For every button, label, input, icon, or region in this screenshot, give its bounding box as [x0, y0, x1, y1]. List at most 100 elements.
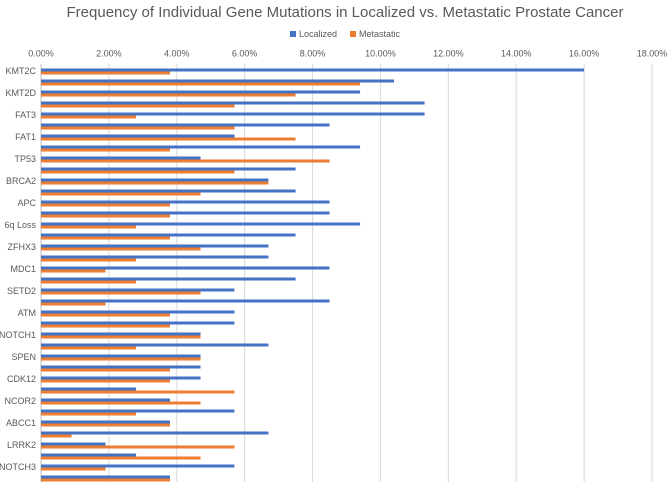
bar [41, 365, 201, 369]
bar [41, 159, 330, 163]
bar [41, 453, 137, 457]
bar [41, 288, 235, 292]
bar [41, 299, 330, 303]
x-tick-label: 18.00% [637, 48, 668, 58]
legend-swatch [290, 31, 296, 37]
y-tick-label: APC [17, 198, 36, 208]
x-tick-label: 10.00% [365, 48, 396, 58]
y-tick-label: ZFHX3 [7, 242, 36, 252]
bar [41, 178, 269, 182]
bar [41, 200, 330, 204]
bar [41, 266, 330, 270]
bar [41, 214, 170, 218]
bar [41, 379, 170, 383]
x-tick-label: 16.00% [569, 48, 600, 58]
bar [41, 354, 201, 358]
x-tick-label: 8.00% [300, 48, 326, 58]
bar [41, 101, 425, 105]
bar [41, 431, 269, 435]
y-tick-label: FAT1 [15, 132, 36, 142]
bar [41, 211, 330, 215]
x-tick-label: 2.00% [96, 48, 122, 58]
y-tick-label: 6q Loss [4, 220, 36, 230]
bar [41, 236, 170, 240]
bar [41, 189, 296, 193]
bar [41, 420, 170, 424]
bar [41, 313, 170, 317]
bar [41, 269, 106, 273]
bar [41, 387, 137, 391]
bar [41, 346, 137, 350]
bar [41, 82, 361, 86]
bar [41, 368, 170, 372]
bar [41, 68, 585, 72]
y-tick-label: NOTCH3 [0, 462, 36, 472]
bar [41, 445, 235, 449]
bar [41, 170, 235, 174]
y-tick-label: TP53 [14, 154, 36, 164]
bar [41, 291, 201, 295]
bar [41, 244, 269, 248]
bar [41, 442, 106, 446]
y-tick-label: KMT2C [5, 66, 36, 76]
bar [41, 247, 201, 251]
bar [41, 412, 137, 416]
bar [41, 145, 361, 149]
bar [41, 167, 296, 171]
bar [41, 357, 201, 361]
x-tick-label: 0.00% [28, 48, 54, 58]
bar [41, 123, 330, 127]
legend-label: Metastatic [359, 29, 401, 39]
x-tick-label: 4.00% [164, 48, 190, 58]
y-tick-label: NOTCH1 [0, 330, 36, 340]
y-tick-label: KMT2D [5, 88, 36, 98]
bar [41, 225, 137, 229]
bar [41, 115, 137, 119]
bar [41, 398, 170, 402]
bar [41, 181, 269, 185]
bar [41, 376, 201, 380]
bar [41, 233, 296, 237]
bar [41, 475, 170, 479]
bar [41, 467, 106, 471]
bar [41, 258, 137, 262]
x-tick-label: 6.00% [232, 48, 258, 58]
y-tick-label: LRRK2 [7, 440, 36, 450]
bar [41, 137, 296, 141]
y-tick-label: BRCA2 [6, 176, 36, 186]
x-tick-label: 14.00% [501, 48, 532, 58]
bar [41, 148, 170, 152]
bar [41, 255, 269, 259]
bar [41, 79, 395, 83]
x-tick-label: 12.00% [433, 48, 464, 58]
bar [41, 310, 235, 314]
bar [41, 324, 170, 328]
bar [41, 192, 201, 196]
chart-title: Frequency of Individual Gene Mutations i… [67, 4, 624, 21]
bar [41, 401, 201, 405]
bar [41, 434, 72, 438]
bar [41, 464, 235, 468]
bar [41, 321, 235, 325]
bar [41, 134, 235, 138]
legend-swatch [350, 31, 356, 37]
bar [41, 126, 235, 130]
y-tick-label: CDK12 [7, 374, 36, 384]
y-tick-label: SETD2 [7, 286, 36, 296]
y-tick-label: SPEN [11, 352, 36, 362]
bar [41, 71, 170, 75]
bar [41, 343, 269, 347]
bar [41, 280, 137, 284]
y-tick-label: ATM [18, 308, 36, 318]
bar [41, 90, 361, 94]
y-tick-label: MDC1 [10, 264, 36, 274]
bar [41, 302, 106, 306]
bar [41, 104, 235, 108]
bar [41, 335, 201, 339]
bar [41, 112, 425, 116]
bar [41, 203, 170, 207]
bar [41, 277, 296, 281]
y-tick-label: FAT3 [15, 110, 36, 120]
bar [41, 390, 235, 394]
